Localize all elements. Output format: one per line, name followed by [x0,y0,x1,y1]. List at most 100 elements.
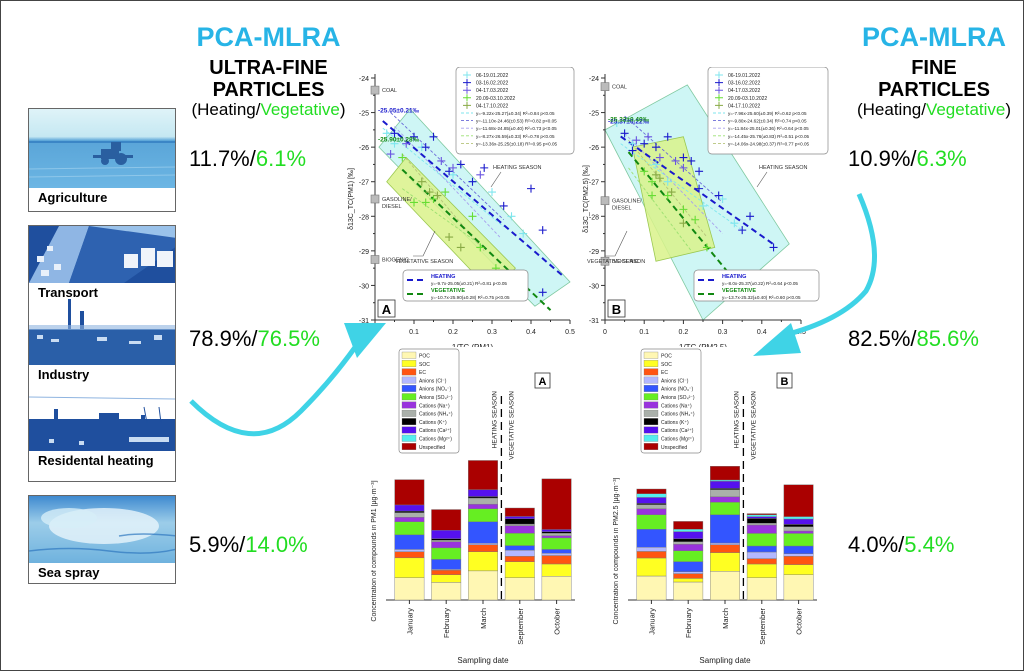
legend-season-name: VEGETATIVE [431,288,465,294]
bar-segment [541,553,572,556]
data-point [651,160,660,169]
right-method-title: PCA-MLRA [862,22,1006,52]
data-point [687,156,696,165]
stacked-bar-chart-a: January February March September October HEAT… [371,348,575,665]
panel-label: B [781,376,789,388]
bar-segment [504,523,535,526]
separator: / [910,326,917,351]
x-axis-title: Sampling date [457,656,509,665]
category-label: March [479,608,488,629]
x-tick-label: 0.4 [757,329,767,336]
bar-segment [746,524,777,534]
season-close-text: ) [1005,99,1012,119]
bar-segment [673,573,704,579]
data-point [679,163,688,172]
heating-season-label: HEATING SEASON [491,391,498,449]
heating-intercept-label: -25.37±0.22‰ [608,118,650,125]
legend-date-label: 20.09-03.10.2022 [476,96,515,102]
vegetative-intercept-label: -25.90±0.28‰ [378,137,420,144]
panel-label: B [612,302,621,317]
legend-label: Anions (SO₄²⁻) [661,395,695,401]
data-point [445,167,454,176]
reference-marker-icon [370,255,380,264]
legend-label: Cations (K⁺) [419,420,447,426]
legend-season-name: VEGETATIVE [722,288,756,294]
category-label: September [516,607,525,644]
data-point [437,156,446,165]
heating-value: 4.0% [848,532,899,557]
data-point [628,146,637,155]
data-point [538,226,547,235]
bar-segment [710,570,740,601]
bar-segment [710,501,740,515]
bar-segment [746,545,777,553]
legend-marker-icon [463,79,471,87]
bar-segment [504,556,535,562]
y-tick-label: -27 [589,180,599,187]
data-point [644,132,653,141]
source-label: Agriculture [38,190,108,205]
panel-label-box [534,372,551,389]
data-point [648,177,657,186]
legend-date-label: 03-16.02.2022 [728,81,760,87]
y-tick-label: -29 [589,249,599,256]
heating-season-leader [756,171,768,188]
bar-segment [783,530,814,534]
heating-value: 10.9% [848,146,911,171]
legend-marker-icon [463,71,471,79]
reference-label: COAL [612,85,627,91]
fine-sea-spray-contribution: 4.0%/5.4% [848,532,954,558]
data-point [612,118,621,127]
legend-label: Cations (NH₄⁺) [419,412,453,418]
bar-segment [710,514,740,544]
y-axis-title: δ13C_TC(PM2.5) [‰] [583,165,590,233]
data-point [679,153,688,162]
heating-value: 78.9% [189,326,252,351]
legend-swatch-icon [401,443,417,450]
bar-segment [746,516,777,519]
separator: / [251,326,258,351]
legend-fit-equation: y=-7.96x-25.60(±0.39) R²=0.62 p<0.05 [728,111,807,116]
x-tick-label: 0.2 [679,329,689,336]
reference-label: DIESEL [382,204,402,210]
legend-label: Cations (Mg²⁺) [419,437,452,443]
legend-season-name: HEATING [722,274,746,280]
ultrafine-sea-spray-contribution: 5.9%/14.0% [189,532,308,558]
legend-swatch-icon [643,418,659,426]
season-vegetative-text: Vegetative [260,99,340,119]
bar-segment [468,503,498,509]
bar-segment [636,508,667,516]
left-season-caption: (Heating/Vegetative) [181,99,356,120]
highway-traffic-photo-icon [29,226,175,283]
separator: / [910,146,917,171]
stacked-bar-chart-b: January February March September October HEAT… [613,348,817,665]
y-tick-label: -27 [359,180,369,187]
data-point [499,201,508,210]
source-card-residential-heating: Residental heating [28,389,176,482]
bar-segment [394,551,425,559]
date-fit-line [390,112,505,221]
data-point [410,198,418,207]
data-point [695,184,704,193]
vegetative-season-label: VEGETATIVE SEASON [587,259,645,265]
legend-marker-icon [715,86,723,94]
data-point [640,139,649,148]
ultrafine-anthropogenic-contribution: 78.9%/76.5% [189,326,320,352]
legend-label: Cations (Ca²⁺) [419,428,452,434]
source-card-sea-spray: Sea spray [28,495,176,584]
reference-label: DIESEL [612,206,632,212]
legend-swatch-icon [401,434,417,442]
data-point [429,195,438,203]
data-point [425,188,434,197]
data-point [488,188,496,197]
bar-segment [468,508,498,522]
ultrafine-agriculture-contribution: 11.7%/6.1% [189,146,306,172]
data-point [476,243,485,252]
data-point [769,243,778,252]
y-tick-label: -25 [359,111,369,118]
bar-segment [431,538,462,541]
vegetative-value: 5.4% [904,532,955,557]
y-tick-label: -31 [359,318,369,325]
category-label: October [553,608,562,635]
factory-chimney-photo-icon [29,297,175,365]
